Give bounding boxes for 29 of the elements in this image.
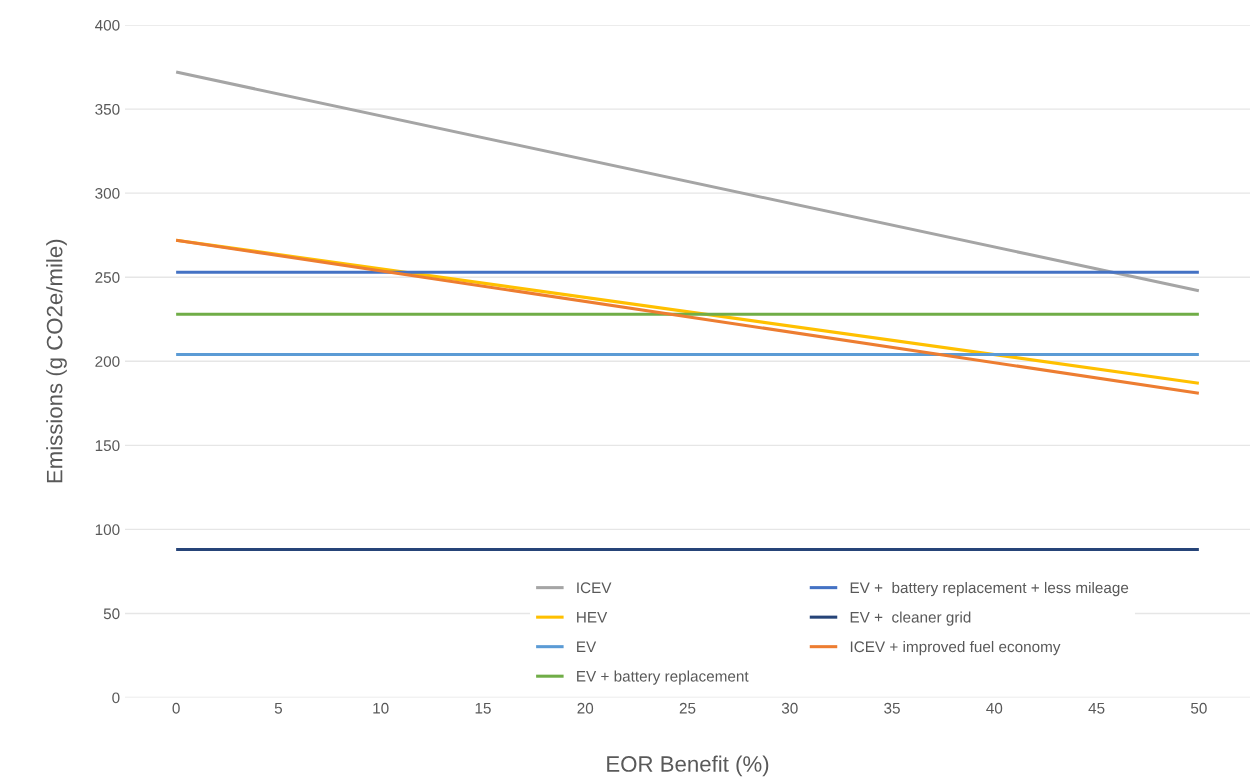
y-axis-title: Emissions (g CO2e/mile) [46,239,67,483]
x-axis-title: EOR Benefit (%) [607,755,769,777]
x-tick-label: 50 [1190,702,1207,714]
y-tick-label: 100 [95,524,120,536]
legend-label: EV + battery replacement + less mileage [850,581,1129,597]
legend-label: EV + cleaner grid [850,611,971,626]
legend-label: HEV [577,611,608,623]
legend-label: ICEV [577,582,612,594]
x-tick-label: 45 [1088,702,1105,714]
y-tick-label: 0 [112,692,120,704]
x-tick-label: 25 [679,702,696,714]
y-tick-label: 300 [95,188,120,199]
x-tick-label: 40 [986,702,1003,714]
y-tick-label: 50 [103,608,120,620]
x-tick-label: 5 [274,702,283,714]
x-tick-label: 15 [475,702,491,714]
legend-label: ICEV + improved fuel economy [850,640,1061,656]
x-tick-label: 0 [172,702,180,714]
legend-label: EV + battery replacement [577,670,749,685]
x-tick-label: 20 [577,702,594,714]
x-tick-label: 30 [781,702,798,714]
x-tick-label: 35 [884,702,900,714]
legend-label: EV [577,641,597,653]
y-tick-label: 150 [95,440,120,452]
x-tick-label: 10 [373,702,389,714]
y-tick-label: 400 [95,19,120,31]
y-tick-label: 200 [95,356,120,367]
y-tick-label: 350 [95,103,120,115]
y-tick-label: 250 [95,272,120,283]
